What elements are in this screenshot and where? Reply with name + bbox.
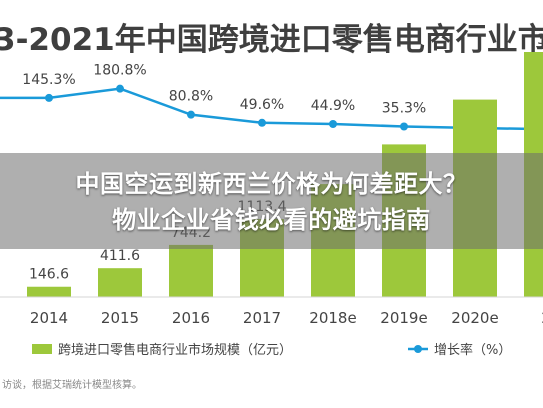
x-tick-2019e: 2019e bbox=[380, 309, 427, 327]
overlay-line-1: 中国空运到新西兰价格为何差距大？ bbox=[75, 170, 468, 198]
x-tick-2017: 2017 bbox=[243, 309, 281, 327]
growth-point-2014 bbox=[45, 93, 53, 102]
bar-label-2015: 411.6 bbox=[100, 248, 140, 264]
x-tick-2016: 2016 bbox=[172, 309, 210, 327]
x-tick-2014: 2014 bbox=[30, 309, 68, 327]
x-tick-2: 2 bbox=[541, 309, 543, 327]
bar-2016 bbox=[169, 244, 213, 297]
legend-line-marker bbox=[414, 345, 422, 353]
growth-label-2017: 49.6% bbox=[240, 97, 284, 113]
growth-label-2019e: 35.3% bbox=[382, 100, 426, 116]
bar-label-2: 35 bbox=[537, 32, 543, 48]
growth-label-2015: 180.8% bbox=[93, 63, 146, 79]
growth-label-2014: 145.3% bbox=[22, 72, 75, 88]
x-tick-2020e: 2020e bbox=[451, 309, 498, 327]
legend: 跨境进口零售电商行业市场规模（亿元） 增长率（%） bbox=[32, 342, 511, 358]
x-tick-2015: 2015 bbox=[101, 309, 139, 327]
chart-title: 3-2021年中国跨境进口零售电商行业市场 bbox=[0, 22, 543, 58]
growth-label-2018e: 44.9% bbox=[311, 98, 355, 114]
legend-bar-swatch bbox=[32, 344, 52, 354]
source-note: 访谈，根据艾瑞统计模型核算。 bbox=[2, 378, 142, 391]
growth-point-2018e bbox=[329, 120, 337, 128]
overlay-text[interactable]: 中国空运到新西兰价格为何差距大？ 物业企业省钱必看的避坑指南 bbox=[0, 166, 543, 238]
growth-label-2016: 80.8% bbox=[169, 89, 213, 105]
growth-point-2019e bbox=[400, 122, 408, 131]
x-axis-labels: 320142015201620172018e2019e2020e2 bbox=[30, 309, 543, 327]
bar-2014 bbox=[27, 286, 71, 297]
growth-point-2017 bbox=[258, 118, 266, 127]
growth-point-2015 bbox=[116, 84, 124, 93]
legend-line-label: 增长率（%） bbox=[434, 342, 511, 358]
growth-point-2016 bbox=[187, 110, 195, 119]
bar-2015 bbox=[98, 268, 142, 297]
overlay-line-2: 物业企业省钱必看的避坑指南 bbox=[112, 206, 431, 234]
x-tick-2018e: 2018e bbox=[309, 309, 356, 327]
overlay-banner bbox=[0, 153, 543, 249]
bar-label-2014: 146.6 bbox=[29, 267, 69, 283]
legend-bar-label: 跨境进口零售电商行业市场规模（亿元） bbox=[58, 342, 292, 358]
